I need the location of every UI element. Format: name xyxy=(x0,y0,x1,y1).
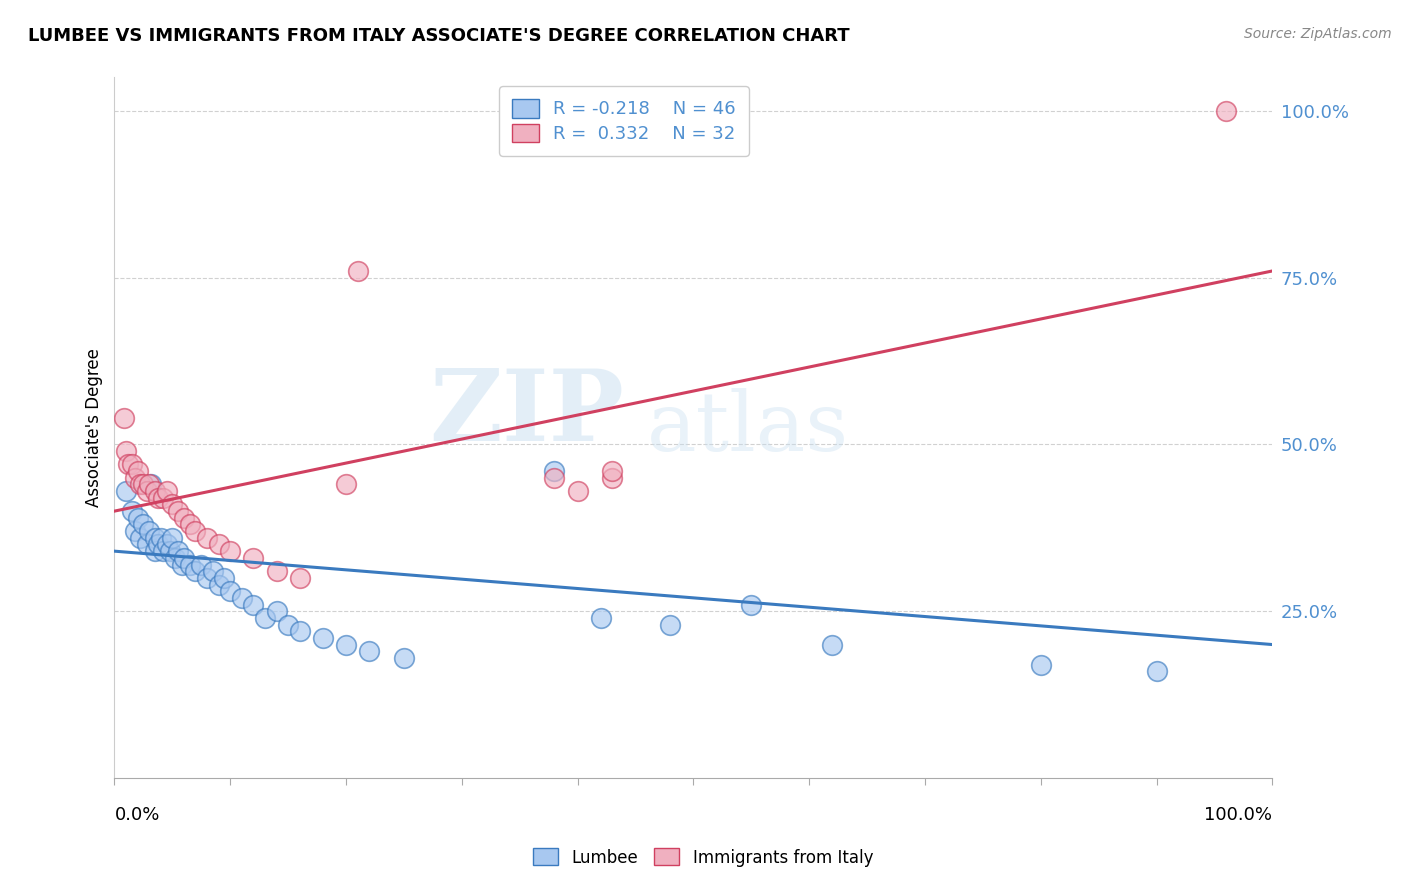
Point xyxy=(152,491,174,505)
Point xyxy=(179,517,201,532)
Point xyxy=(1146,665,1168,679)
Point xyxy=(148,537,170,551)
Point xyxy=(115,484,138,499)
Point xyxy=(112,410,135,425)
Point xyxy=(288,571,311,585)
Point xyxy=(127,464,149,478)
Point xyxy=(115,444,138,458)
Point xyxy=(127,510,149,524)
Point xyxy=(195,571,218,585)
Point xyxy=(219,584,242,599)
Point xyxy=(266,604,288,618)
Point xyxy=(359,644,381,658)
Point xyxy=(141,477,163,491)
Point xyxy=(219,544,242,558)
Point xyxy=(117,458,139,472)
Point xyxy=(121,458,143,472)
Text: 100.0%: 100.0% xyxy=(1205,806,1272,824)
Point xyxy=(155,484,177,499)
Point xyxy=(1215,103,1237,118)
Point xyxy=(821,638,844,652)
Point xyxy=(159,544,181,558)
Point xyxy=(253,611,276,625)
Point xyxy=(659,617,682,632)
Point xyxy=(346,264,368,278)
Point xyxy=(543,464,565,478)
Point xyxy=(143,531,166,545)
Point xyxy=(392,651,415,665)
Point xyxy=(143,544,166,558)
Point xyxy=(312,631,335,645)
Point xyxy=(173,510,195,524)
Point xyxy=(152,544,174,558)
Point xyxy=(602,464,624,478)
Point xyxy=(184,564,207,578)
Point xyxy=(132,517,155,532)
Text: ZIP: ZIP xyxy=(429,365,624,462)
Point xyxy=(277,617,299,632)
Point xyxy=(242,598,264,612)
Point xyxy=(242,550,264,565)
Point xyxy=(170,558,193,572)
Point xyxy=(167,504,190,518)
Point xyxy=(155,537,177,551)
Point xyxy=(184,524,207,538)
Point xyxy=(143,484,166,499)
Legend: Lumbee, Immigrants from Italy: Lumbee, Immigrants from Italy xyxy=(523,838,883,877)
Point xyxy=(124,471,146,485)
Point xyxy=(138,477,160,491)
Text: LUMBEE VS IMMIGRANTS FROM ITALY ASSOCIATE'S DEGREE CORRELATION CHART: LUMBEE VS IMMIGRANTS FROM ITALY ASSOCIAT… xyxy=(28,27,849,45)
Point xyxy=(589,611,612,625)
Point xyxy=(167,544,190,558)
Point xyxy=(208,537,231,551)
Point xyxy=(543,471,565,485)
Point xyxy=(121,504,143,518)
Point xyxy=(128,531,150,545)
Point xyxy=(179,558,201,572)
Point xyxy=(149,531,172,545)
Point xyxy=(266,564,288,578)
Point xyxy=(567,484,589,499)
Point xyxy=(162,531,184,545)
Y-axis label: Associate's Degree: Associate's Degree xyxy=(86,348,103,508)
Point xyxy=(195,531,218,545)
Point xyxy=(231,591,253,605)
Point xyxy=(214,571,236,585)
Point xyxy=(148,491,170,505)
Point xyxy=(128,477,150,491)
Point xyxy=(135,484,157,499)
Point xyxy=(132,477,155,491)
Text: Source: ZipAtlas.com: Source: ZipAtlas.com xyxy=(1244,27,1392,41)
Text: atlas: atlas xyxy=(647,388,849,467)
Point xyxy=(124,524,146,538)
Point xyxy=(288,624,311,639)
Point xyxy=(1029,657,1052,672)
Point xyxy=(335,638,357,652)
Point xyxy=(163,550,186,565)
Point xyxy=(190,558,212,572)
Point xyxy=(162,498,184,512)
Point xyxy=(135,537,157,551)
Point xyxy=(602,471,624,485)
Point xyxy=(173,550,195,565)
Point xyxy=(138,524,160,538)
Point xyxy=(335,477,357,491)
Text: 0.0%: 0.0% xyxy=(114,806,160,824)
Point xyxy=(740,598,762,612)
Legend: R = -0.218    N = 46, R =  0.332    N = 32: R = -0.218 N = 46, R = 0.332 N = 32 xyxy=(499,87,748,156)
Point xyxy=(208,577,231,591)
Point xyxy=(201,564,224,578)
